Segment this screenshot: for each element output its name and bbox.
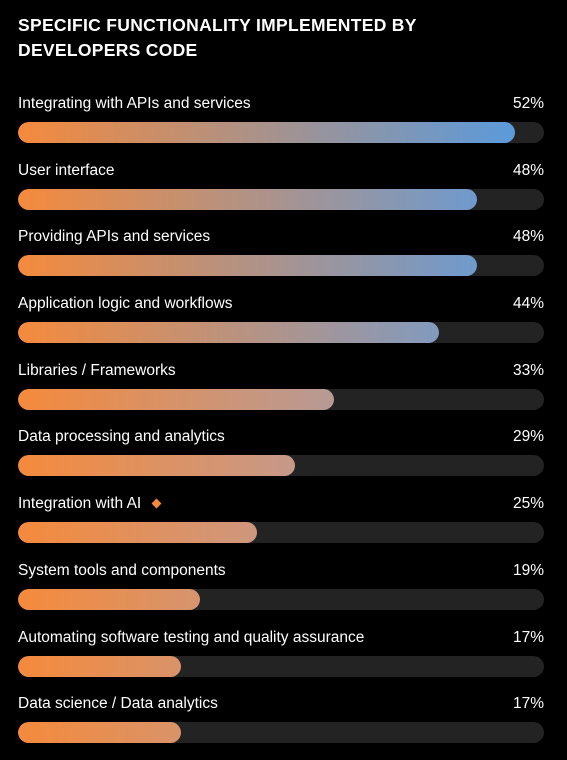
- bar-row-header: Integrating with APIs and services 52%: [18, 93, 544, 115]
- bar: [18, 655, 181, 677]
- bar-value-label: 48%: [512, 161, 544, 179]
- bar-value-label: 17%: [512, 628, 544, 646]
- bar-track: [18, 255, 544, 277]
- bar-row: User interface 48%: [18, 160, 544, 227]
- bar: [18, 388, 334, 410]
- bar-value-label: 33%: [512, 361, 544, 379]
- chart-title: SPECIFIC FUNCTIONALITY IMPLEMENTED BY DE…: [18, 15, 417, 60]
- bar-label: Integration with AI: [18, 493, 162, 515]
- bar-row: Libraries / Frameworks 33%: [18, 360, 544, 427]
- bar-track: [18, 722, 544, 744]
- bar-row-header: System tools and components 19%: [18, 560, 544, 582]
- bar-label: Data science / Data analytics: [18, 695, 218, 713]
- bar-row-header: User interface 48%: [18, 160, 544, 182]
- bar-label: Automating software testing and quality …: [18, 628, 365, 646]
- bar-value-label: 25%: [512, 495, 544, 513]
- bar-track: [18, 522, 544, 544]
- bar-value-label: 48%: [512, 228, 544, 246]
- bar-track: [18, 655, 544, 677]
- bar-label: Application logic and workflows: [18, 295, 233, 313]
- orange-diamond-icon: [151, 498, 162, 509]
- bar-value-label: 29%: [512, 428, 544, 446]
- bar-label: User interface: [18, 161, 115, 179]
- bar-row: Integration with AI 25%: [18, 493, 544, 560]
- bar: [18, 188, 478, 210]
- bar: [18, 722, 181, 744]
- bar-row-header: Integration with AI 25%: [18, 493, 544, 515]
- bar-label: Libraries / Frameworks: [18, 361, 176, 379]
- bar-row-header: Libraries / Frameworks 33%: [18, 360, 544, 382]
- bar-row: Data science / Data analytics 17%: [18, 693, 544, 760]
- bar-row-header: Providing APIs and services 48%: [18, 226, 544, 248]
- bar-row: Application logic and workflows 44%: [18, 293, 544, 360]
- bar: [18, 522, 258, 544]
- bar-track: [18, 122, 544, 143]
- bar-row: Integrating with APIs and services 52%: [18, 93, 544, 160]
- bar-row-header: Data processing and analytics 29%: [18, 426, 544, 448]
- bar-track: [18, 322, 544, 344]
- bar: [18, 322, 439, 344]
- bar-row: Data processing and analytics 29%: [18, 426, 544, 493]
- bar-track: [18, 188, 544, 210]
- bar-row-header: Data science / Data analytics 17%: [18, 693, 544, 715]
- bar-row: Providing APIs and services 48%: [18, 226, 544, 293]
- bar-row: Automating software testing and quality …: [18, 627, 544, 694]
- bar: [18, 455, 296, 477]
- bar-row-header: Application logic and workflows 44%: [18, 293, 544, 315]
- bar-label: Providing APIs and services: [18, 228, 211, 246]
- bar-label: Integrating with APIs and services: [18, 95, 251, 112]
- bar-row-header: Automating software testing and quality …: [18, 627, 544, 649]
- bar-track: [18, 588, 544, 610]
- bar-value-label: 17%: [512, 695, 544, 713]
- bar-label: Data processing and analytics: [18, 428, 225, 446]
- bar: [18, 588, 200, 610]
- bar-list: Integrating with APIs and services 52% Use…: [18, 93, 544, 760]
- bar-label: System tools and components: [18, 561, 226, 579]
- bar-value-label: 44%: [512, 295, 544, 313]
- bar-row: System tools and components 19%: [18, 560, 544, 627]
- bar-value-label: 52%: [512, 95, 544, 112]
- bar-value-label: 19%: [512, 561, 544, 579]
- bar-track: [18, 388, 544, 410]
- bar-track: [18, 455, 544, 477]
- bar: [18, 122, 516, 143]
- bar: [18, 255, 478, 277]
